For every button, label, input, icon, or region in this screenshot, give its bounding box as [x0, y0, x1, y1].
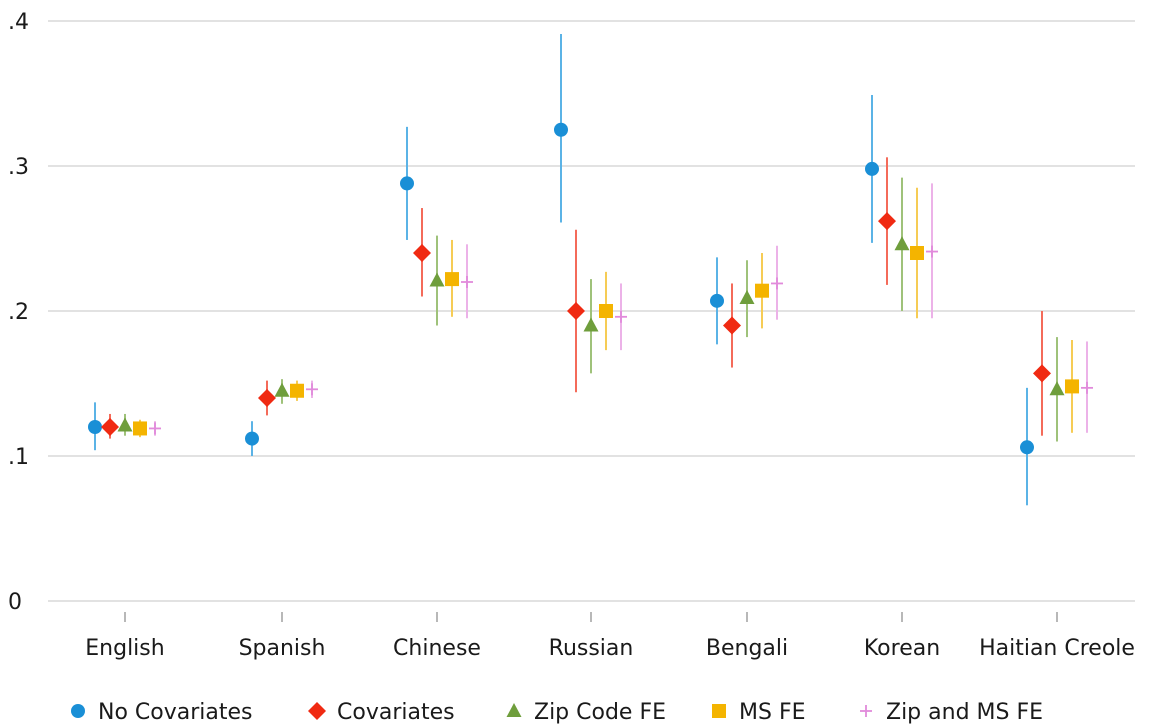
y-tick-label: .1 — [8, 445, 29, 470]
marker-diamond — [878, 212, 896, 231]
marker-plus — [926, 245, 938, 258]
legend-item: Zip and MS FE — [860, 700, 1043, 725]
x-tick-label: Haitian Creole — [979, 636, 1135, 661]
x-tick-label: Chinese — [393, 636, 481, 661]
marker-square — [1065, 379, 1079, 394]
series-ms-fe — [133, 187, 1079, 438]
marker-triangle — [583, 317, 599, 332]
marker-plus — [771, 277, 783, 290]
legend-item: Covariates — [308, 700, 455, 725]
x-tick-label: Korean — [864, 636, 940, 661]
series-zip-and-ms-fe — [149, 183, 1093, 436]
marker-circle — [554, 122, 568, 137]
x-tick-label: Spanish — [239, 636, 326, 661]
marker-square — [712, 704, 726, 718]
marker-square — [445, 272, 459, 287]
marker-plus — [306, 383, 318, 396]
marker-circle — [710, 293, 724, 308]
legend-label: MS FE — [739, 700, 806, 725]
x-tick-label: English — [85, 636, 164, 661]
marker-plus — [615, 310, 627, 323]
series-covariates — [101, 157, 1051, 439]
marker-diamond — [308, 702, 326, 720]
legend-label: No Covariates — [98, 700, 253, 725]
marker-circle — [245, 431, 259, 446]
marker-circle — [1020, 440, 1034, 455]
y-tick-label: 0 — [8, 590, 22, 615]
marker-triangle — [1049, 381, 1065, 396]
marker-square — [599, 304, 613, 318]
marker-plus — [149, 422, 161, 435]
legend-label: Zip and MS FE — [886, 700, 1043, 725]
legend-label: Covariates — [337, 700, 455, 725]
y-tick-label: .2 — [8, 300, 29, 325]
marker-circle — [865, 161, 879, 176]
marker-triangle — [894, 236, 910, 251]
y-tick-label: .3 — [8, 155, 29, 180]
legend-item: Zip Code FE — [506, 700, 666, 725]
y-axis-tick-labels: 0 .1 .2 .3 .4 — [8, 10, 29, 615]
marker-triangle — [117, 417, 133, 432]
marker-triangle — [274, 382, 290, 397]
marker-square — [290, 383, 304, 398]
marker-square — [133, 421, 147, 436]
marker-square — [755, 283, 769, 298]
legend-item: No Covariates — [71, 700, 253, 725]
marker-diamond — [101, 418, 119, 436]
marker-triangle — [506, 703, 522, 717]
y-tick-label: .4 — [8, 10, 29, 35]
x-axis: English Spanish Chinese Russian Bengali Korea… — [85, 612, 1135, 661]
marker-diamond — [723, 316, 741, 335]
legend: No Covariates Covariates Zip Code FE MS FE Z… — [71, 700, 1043, 725]
legend-label: Zip Code FE — [534, 700, 666, 725]
marker-triangle — [429, 272, 445, 287]
plot-area — [88, 34, 1093, 506]
marker-diamond — [567, 302, 585, 320]
marker-diamond — [258, 389, 276, 407]
marker-square — [910, 246, 924, 260]
marker-diamond — [413, 244, 431, 262]
marker-diamond — [1033, 364, 1051, 383]
x-tick-label: Bengali — [706, 636, 788, 661]
series-zip-code-fe — [117, 177, 1065, 442]
marker-plus — [1081, 381, 1093, 394]
series-no-covariates — [88, 34, 1034, 506]
marker-circle — [400, 176, 414, 191]
marker-circle — [71, 704, 85, 718]
legend-item: MS FE — [712, 700, 806, 725]
marker-plus — [860, 705, 872, 717]
marker-plus — [461, 276, 473, 288]
marker-circle — [88, 420, 102, 434]
x-tick-label: Russian — [549, 636, 634, 661]
marker-triangle — [739, 289, 755, 304]
